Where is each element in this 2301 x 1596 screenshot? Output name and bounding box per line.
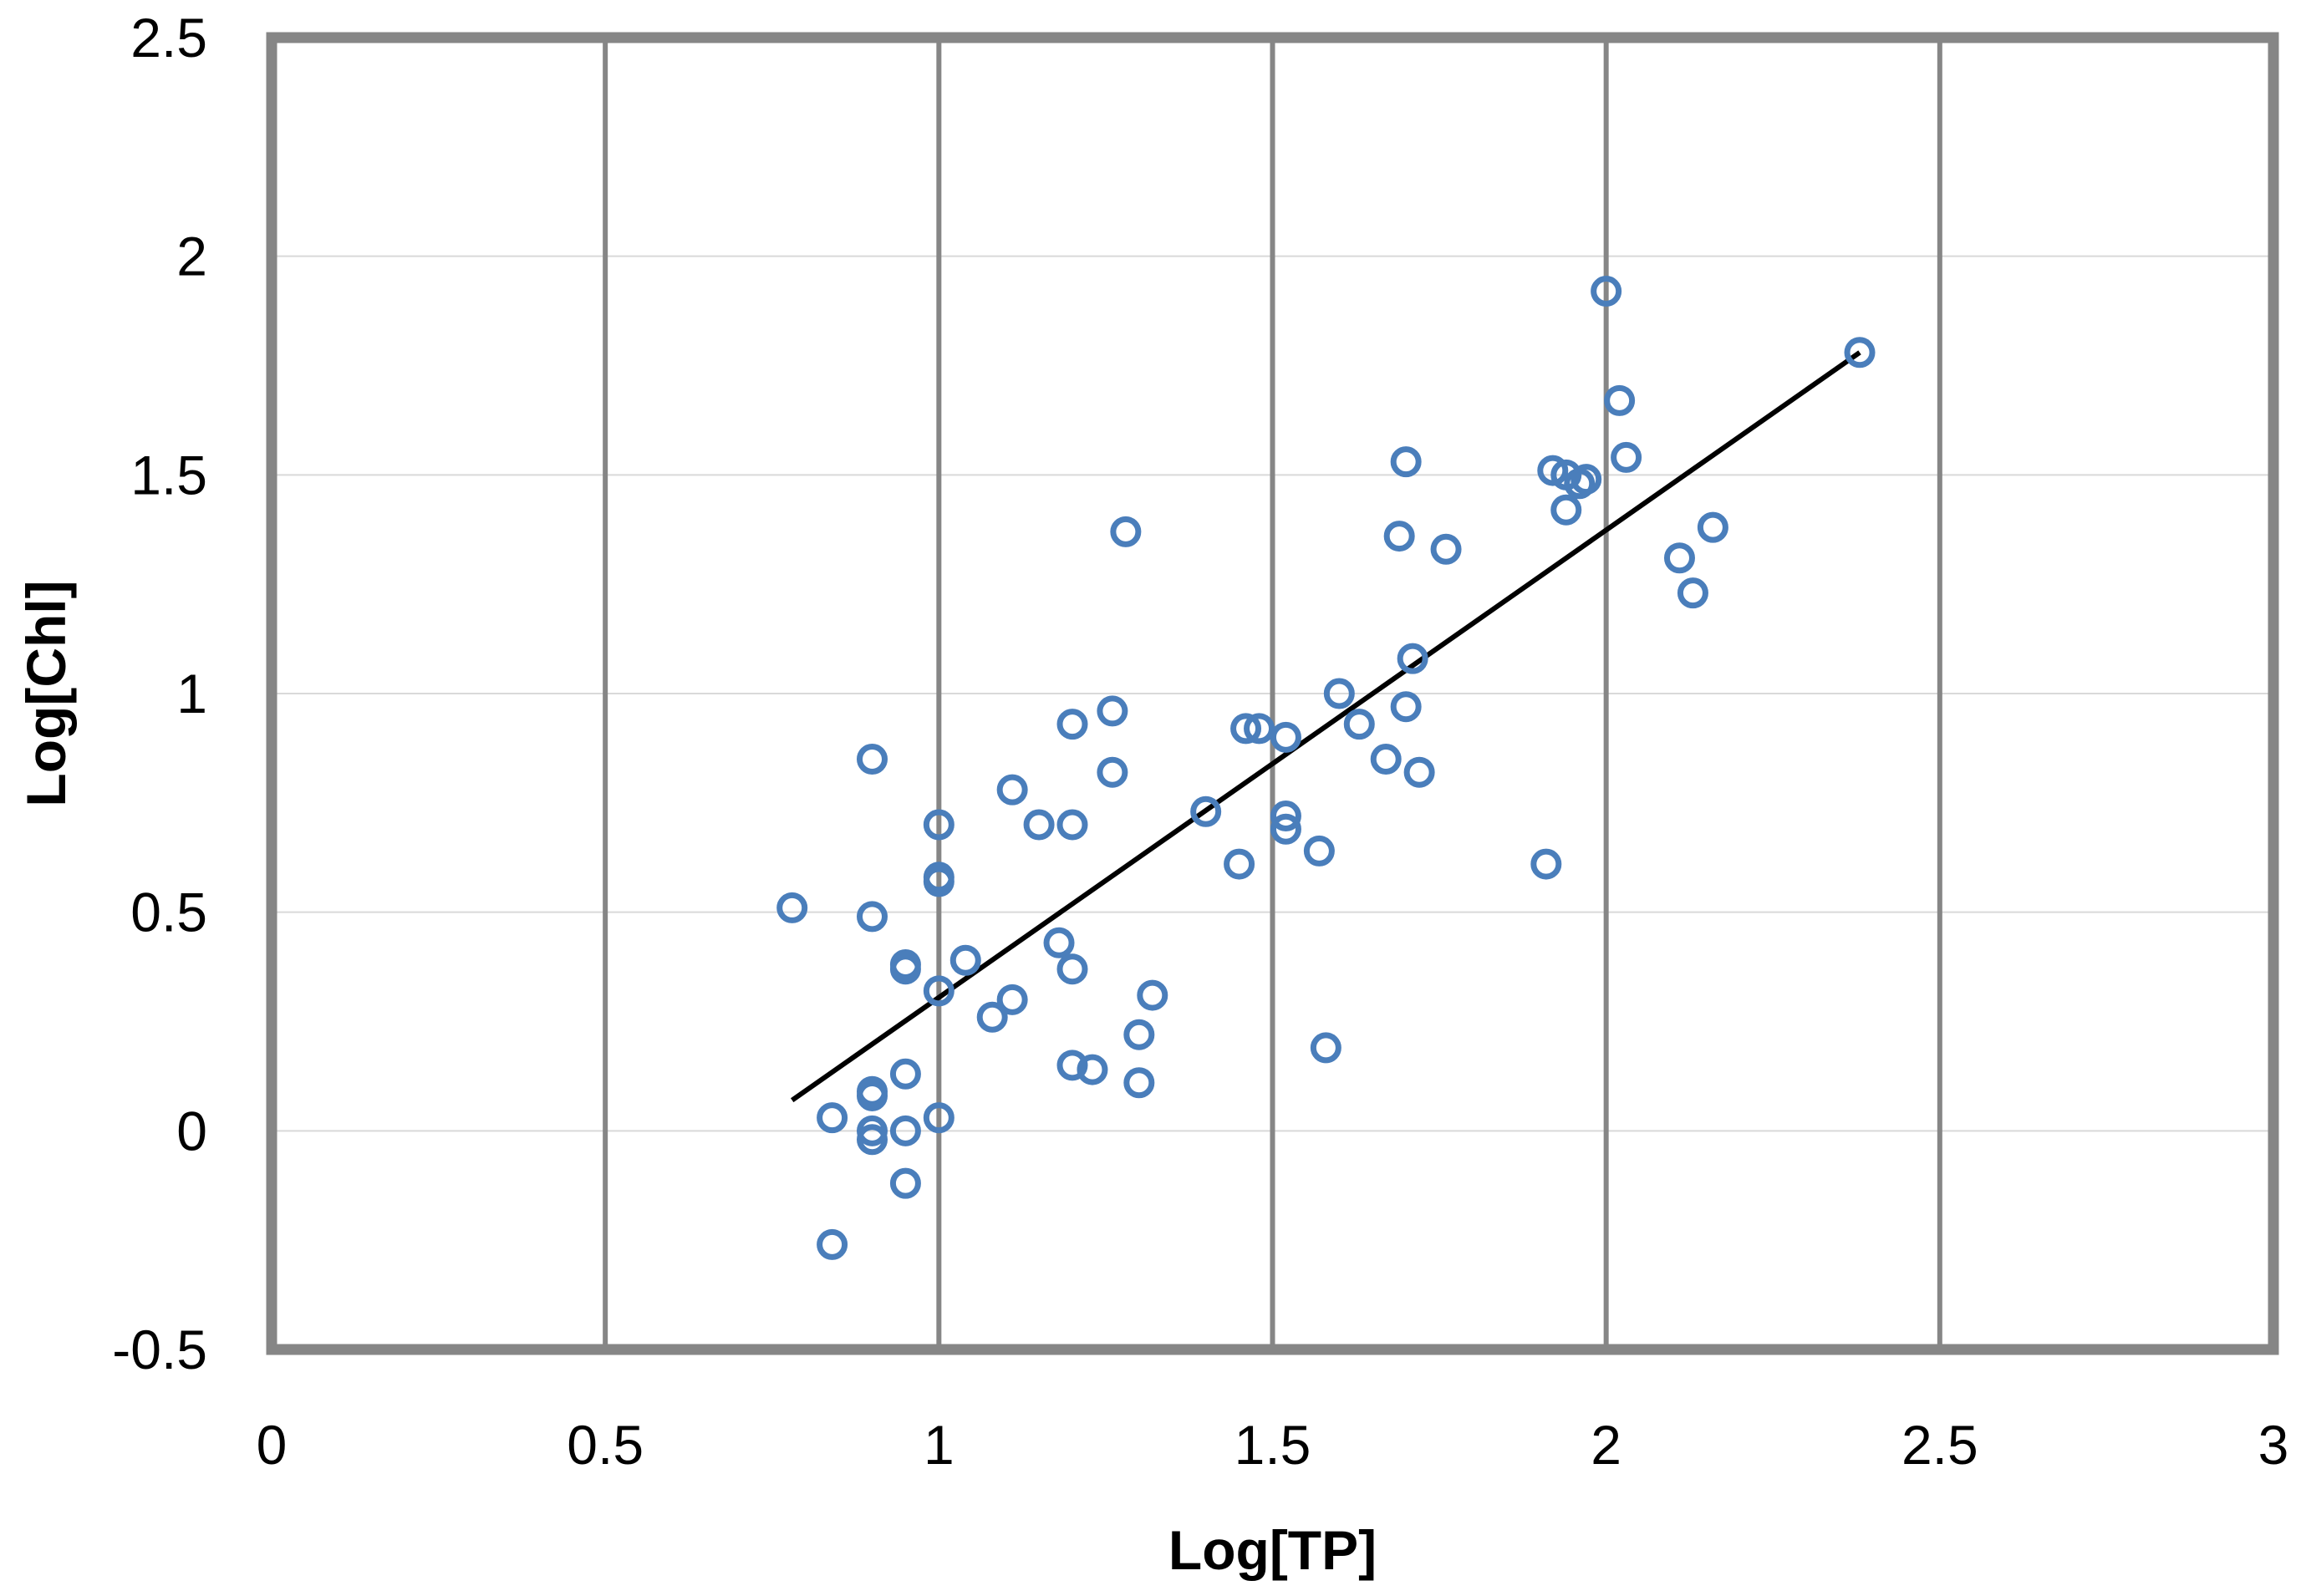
data-point (1323, 678, 1355, 709)
data-points (776, 276, 1876, 1260)
data-point (1270, 801, 1301, 832)
data-point (1310, 1032, 1341, 1064)
x-tick-label: 2 (1591, 1414, 1621, 1476)
data-point (1570, 464, 1602, 496)
data-point (1303, 835, 1335, 867)
data-point (1110, 516, 1142, 547)
data-point (1137, 979, 1168, 1011)
data-point (1056, 809, 1088, 841)
y-axis-title: Log[Chl] (15, 580, 77, 806)
data-point (1530, 848, 1562, 880)
y-tick-label: 0 (176, 1100, 207, 1161)
data-point (1430, 533, 1462, 565)
y-tick-label: 2.5 (130, 7, 207, 69)
data-point (1224, 848, 1255, 880)
data-point (1663, 542, 1695, 574)
data-point (1056, 1050, 1088, 1081)
data-point (1043, 927, 1075, 958)
data-point (1397, 643, 1428, 674)
y-tick-label: -0.5 (112, 1319, 207, 1380)
data-point (1383, 521, 1415, 552)
x-tick-label: 0.5 (567, 1414, 644, 1476)
data-point (889, 1058, 921, 1090)
x-tick-label: 1 (924, 1414, 955, 1476)
data-point (1230, 713, 1262, 745)
y-axis-tick-labels: -0.5 0 0.5 1 1.5 2 2.5 (112, 7, 207, 1380)
data-point (1604, 384, 1636, 416)
data-point (923, 1102, 955, 1134)
data-point (1097, 756, 1128, 788)
data-point (1270, 721, 1301, 753)
data-point (1390, 446, 1422, 478)
data-point (1077, 1054, 1108, 1085)
data-point (776, 892, 808, 923)
x-axis-title: Log[TP] (1168, 1519, 1377, 1581)
x-axis-tick-labels: 0 0.5 1 1.5 2 2.5 3 (257, 1414, 2289, 1476)
data-point (923, 975, 955, 1007)
data-point (857, 901, 888, 933)
data-point (1244, 713, 1275, 745)
data-point (1550, 494, 1582, 526)
data-point (889, 1167, 921, 1199)
trendline (790, 350, 1861, 1103)
trendline-layer (790, 350, 1861, 1103)
data-point (1190, 795, 1222, 827)
data-point (949, 944, 981, 976)
data-point (1097, 695, 1128, 727)
data-point (923, 809, 955, 841)
x-tick-label: 2.5 (1901, 1414, 1978, 1476)
data-point (857, 1124, 888, 1156)
data-point (1537, 455, 1569, 486)
y-tick-label: 1.5 (130, 444, 207, 506)
data-point (889, 1115, 921, 1146)
data-point (1403, 756, 1435, 788)
data-point (1591, 276, 1622, 308)
y-tick-label: 2 (176, 226, 207, 287)
data-point (976, 1001, 1008, 1033)
y-tick-label: 0.5 (130, 882, 207, 943)
x-tick-label: 0 (257, 1414, 288, 1476)
data-point (1270, 813, 1301, 845)
data-point (1370, 744, 1402, 775)
data-point (1056, 953, 1088, 985)
data-point (996, 984, 1028, 1015)
data-point (1697, 511, 1728, 543)
plot-frame (266, 32, 2279, 1355)
y-tick-label: 1 (176, 663, 207, 724)
data-point (996, 774, 1028, 806)
x-tick-label: 3 (2258, 1414, 2289, 1476)
data-point (857, 744, 888, 775)
data-point (1390, 691, 1422, 723)
data-point (1343, 709, 1375, 740)
data-point (1844, 337, 1876, 369)
data-point (1611, 441, 1642, 473)
data-point (889, 953, 921, 985)
data-point (1123, 1067, 1155, 1099)
data-point (817, 1228, 848, 1260)
data-point (1056, 709, 1088, 740)
data-point (817, 1102, 848, 1134)
data-point (1023, 809, 1055, 841)
x-tick-label: 1.5 (1234, 1414, 1311, 1476)
gridlines (272, 38, 2273, 1349)
data-point (923, 866, 955, 897)
data-point (1677, 577, 1708, 609)
data-point (1123, 1019, 1155, 1050)
data-point (857, 1080, 888, 1111)
